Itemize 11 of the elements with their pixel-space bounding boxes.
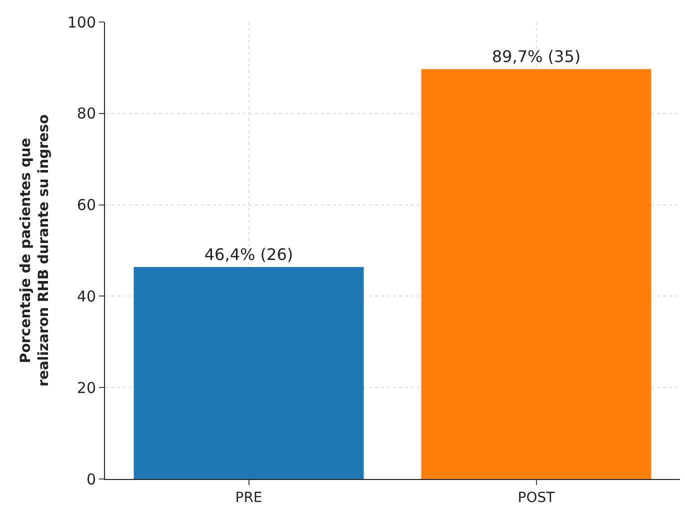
- y-tick-label: 80: [76, 104, 96, 123]
- data-label: 89,7% (35): [492, 47, 581, 66]
- y-tick-label: 40: [76, 287, 96, 306]
- data-label: 46,4% (26): [204, 244, 294, 264]
- y-tick-label: 20: [76, 378, 96, 397]
- y-tick-label: 60: [76, 196, 96, 214]
- y-axis-title: Porcentaje de pacientes que realizaron RHB durante su ingreso: [18, 114, 52, 387]
- x-tick-label: PRE: [235, 490, 262, 506]
- y-tick-label: 100: [67, 13, 96, 32]
- y-tick-label: 0: [86, 470, 96, 488]
- x-tick-label: POST: [518, 490, 556, 506]
